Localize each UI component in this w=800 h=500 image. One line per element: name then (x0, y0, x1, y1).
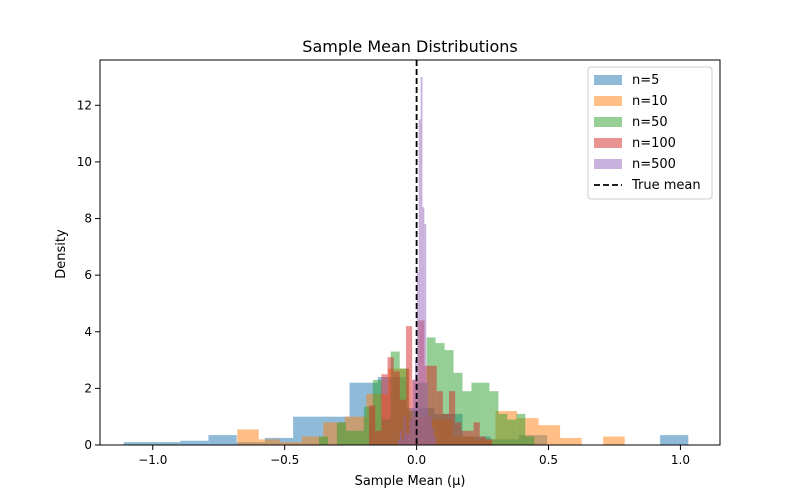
histogram-bar (660, 435, 689, 445)
y-tick-label: 8 (84, 212, 92, 226)
histogram-bar (455, 422, 462, 445)
legend-label: n=50 (632, 115, 668, 130)
histogram-bar (151, 442, 181, 445)
y-axis-label: Density (54, 229, 69, 279)
legend: n=5 n=10 n=50 n=100 n=500 True mean (587, 66, 713, 200)
histogram-bar (426, 382, 429, 445)
histogram-bar (381, 374, 388, 445)
histogram-bar (375, 430, 382, 445)
x-tick-label: −1.0 (138, 453, 167, 467)
y-tick-label: 2 (84, 381, 92, 395)
histogram-bar (237, 429, 259, 445)
chart-title: Sample Mean Distributions (302, 37, 517, 56)
histogram-bar (400, 430, 402, 445)
histogram-bar (560, 437, 582, 445)
histogram-bar (280, 442, 302, 445)
histogram-bar (538, 425, 561, 445)
histogram-bar (449, 391, 456, 445)
histogram-bar (433, 436, 436, 445)
legend-label: True mean (631, 178, 701, 193)
histogram-bar (399, 399, 406, 445)
histogram-bar (479, 436, 486, 445)
histogram-bar (318, 436, 328, 445)
histogram-bar (398, 439, 400, 445)
histogram-bar (372, 379, 382, 445)
histogram-bar (489, 391, 499, 445)
histogram-bar (354, 430, 364, 445)
histogram-bar (345, 430, 355, 445)
legend-label: n=100 (632, 136, 676, 151)
histogram-bar (422, 207, 425, 445)
histogram-bar (485, 439, 493, 445)
histogram-bar (403, 416, 406, 445)
y-tick-label: 4 (84, 325, 92, 339)
y-tick-label: 0 (84, 438, 92, 452)
histogram-bar (442, 413, 450, 445)
histogram-bar (405, 433, 408, 445)
axes-frame (99, 59, 721, 446)
histogram-bar (420, 76, 423, 445)
bars-group (123, 76, 689, 445)
histogram-bar (498, 413, 508, 445)
legend-label: n=500 (632, 157, 676, 172)
histogram-bar (525, 436, 535, 445)
histogram-bar (180, 440, 209, 445)
histogram-bar (424, 224, 427, 445)
histogram-bar (363, 406, 373, 445)
histogram-bar (401, 439, 404, 445)
legend-swatch (594, 138, 622, 148)
histogram-bar (461, 430, 468, 445)
histogram-bar (123, 442, 152, 445)
histogram-bar (411, 416, 414, 445)
legend-swatch (594, 96, 622, 106)
x-tick-label: 0.5 (539, 453, 558, 467)
histogram-bar (407, 433, 410, 445)
x-tick-label: 1.0 (671, 453, 690, 467)
plot-area: −1.0 −0.5 0.0 0.5 1.0 0 2 4 6 8 10 12 n=5 n=10 n=50 n=1… (77, 59, 721, 467)
histogram-bar (301, 436, 324, 445)
histogram-bar (413, 379, 415, 445)
histogram-bar (336, 422, 346, 445)
histogram-bar (436, 391, 443, 445)
histogram-bar (429, 416, 432, 445)
histogram-bar (471, 382, 481, 445)
legend-swatch (594, 75, 622, 85)
histogram-bar (416, 272, 419, 445)
histogram-bar (453, 372, 463, 445)
x-axis-label: Sample Mean (μ) (355, 474, 466, 489)
histogram-bar (369, 405, 376, 445)
histogram-bar (480, 382, 490, 445)
histogram-bar (467, 430, 474, 445)
histogram-bar (462, 391, 472, 445)
legend-label: n=5 (632, 73, 659, 88)
histogram-bar (409, 419, 412, 445)
histogram-bar (393, 371, 400, 445)
histogram-bar (430, 365, 437, 445)
histogram-bar (208, 435, 237, 445)
histogram-bar (418, 119, 421, 445)
histogram-bar (473, 422, 480, 445)
histogram-bar (507, 419, 517, 445)
histogram-bar (516, 413, 526, 445)
x-tick-label: −0.5 (270, 453, 299, 467)
y-tick-label: 12 (77, 98, 92, 112)
legend-swatch (594, 117, 622, 127)
y-tick-label: 10 (77, 155, 92, 169)
histogram-bar (405, 326, 413, 445)
histogram-bar (431, 428, 434, 445)
legend-swatch (594, 159, 622, 169)
histogram-bar (387, 357, 394, 445)
histogram-bar (603, 436, 625, 445)
histogram-bar (258, 439, 281, 445)
legend-label: n=10 (632, 94, 668, 109)
x-tick-label: 0.0 (407, 453, 426, 467)
histogram-bar (428, 416, 430, 445)
y-tick-label: 6 (84, 268, 92, 282)
